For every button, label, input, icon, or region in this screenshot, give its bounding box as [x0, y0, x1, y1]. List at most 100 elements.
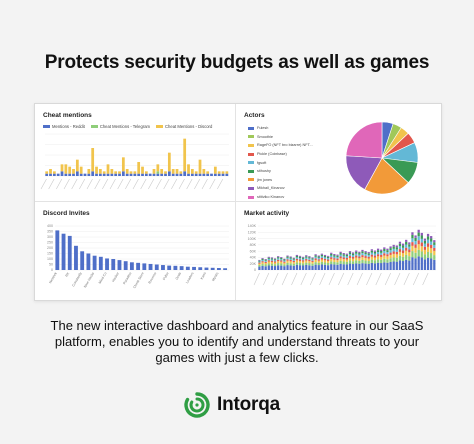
actor-legend-item[interactable]: RageFO (NFT bro bizarre) NFT...	[248, 141, 334, 150]
bar	[75, 171, 79, 176]
legend-item[interactable]: Mentions - Reddit	[43, 124, 85, 129]
legend-swatch	[248, 135, 254, 139]
bar-segment	[373, 255, 377, 258]
bar-segment	[367, 254, 370, 257]
x-tick-label: Nine Hacks	[83, 271, 95, 288]
bar	[190, 169, 194, 174]
bar-segment	[323, 258, 327, 261]
x-tick-mark	[375, 272, 382, 286]
bar-segment	[433, 259, 436, 270]
bar-segment	[330, 255, 333, 258]
bar-segment	[351, 261, 355, 265]
x-tick-mark	[328, 272, 335, 286]
bar-segment	[267, 257, 270, 259]
bar-segment	[327, 260, 330, 263]
bar-segment	[280, 258, 283, 260]
bar-segment	[398, 260, 402, 270]
bar-segment	[270, 265, 274, 270]
bar-segment	[289, 259, 292, 262]
bar	[198, 173, 202, 176]
bar	[102, 173, 106, 176]
cheat-mentions-title: Cheat mentions	[43, 112, 92, 119]
bar	[190, 173, 194, 176]
x-tick-mark	[319, 272, 326, 286]
bar-segment	[345, 264, 348, 270]
bar-segment	[317, 265, 320, 270]
bar-segment	[401, 247, 405, 251]
bar-segment	[370, 256, 373, 260]
bar-segment	[258, 262, 261, 264]
legend-item[interactable]: Cheat Mentions - Discord	[156, 124, 212, 129]
bar-segment	[351, 255, 355, 257]
x-tick-mark	[281, 272, 288, 286]
bar-segment	[364, 260, 367, 264]
actor-legend-item[interactable]: fgsoft	[248, 158, 334, 167]
bar-segment	[380, 263, 383, 270]
bar-segment	[376, 259, 380, 263]
x-tick-mark	[394, 272, 401, 286]
bar-segment	[258, 263, 261, 265]
bar	[98, 256, 103, 270]
bar	[95, 166, 98, 174]
actor-legend-item[interactable]: Smoothie	[248, 133, 334, 142]
bar	[79, 173, 83, 176]
bar-segment	[277, 259, 280, 262]
bar-segment	[358, 256, 361, 259]
bar-segment	[336, 257, 339, 259]
bar-segment	[386, 252, 389, 255]
actor-legend-item[interactable]: Fulesh	[248, 124, 334, 133]
bar-segment	[342, 257, 345, 260]
x-tick-label: Mystic	[211, 271, 219, 282]
bar-segment	[348, 263, 352, 270]
bar-segment	[398, 246, 402, 250]
bar-segment	[298, 260, 302, 263]
bar-segment	[323, 255, 327, 258]
bar-segment	[277, 265, 280, 270]
market-activity-chart: 0 20K 40K 60K 80K 100K 120K 140K	[248, 224, 436, 286]
actor-legend-item[interactable]: stitiviko Kinanov	[248, 193, 334, 202]
bar-segment	[376, 250, 380, 253]
bar-segment	[430, 238, 433, 242]
bar-segment	[333, 261, 336, 265]
bar-segment	[264, 261, 267, 263]
bar-segment	[273, 262, 277, 265]
bar	[64, 164, 68, 174]
bar-segment	[280, 257, 283, 259]
cheat-mentions-panel: Cheat mentions Mentions - Reddit Cheat Me…	[35, 104, 236, 202]
bar-segment	[411, 238, 414, 243]
x-tick-label: Constantly	[71, 271, 83, 287]
bar-segment	[370, 259, 373, 263]
actor-legend-item[interactable]: jim jones	[248, 176, 334, 185]
bar-segment	[351, 253, 355, 256]
legend-item[interactable]: Cheat Mentions - Telegram	[90, 124, 150, 129]
bar	[75, 159, 79, 172]
bar-segment	[286, 256, 289, 258]
bar-segment	[330, 253, 333, 256]
bar-segment	[330, 258, 333, 262]
bar	[56, 173, 60, 176]
bar-segment	[383, 250, 386, 254]
legend-swatch	[43, 125, 50, 128]
bar	[52, 171, 56, 174]
bar-segment	[336, 264, 339, 270]
bar	[121, 157, 125, 172]
bar	[102, 171, 106, 174]
x-tick-mark	[79, 178, 86, 190]
bar	[217, 173, 221, 176]
bar-segment	[289, 263, 292, 266]
actor-legend-item[interactable]: stihushy	[248, 167, 334, 176]
bar-segment	[373, 257, 377, 261]
bar-segment	[295, 254, 299, 256]
bar-segment	[345, 259, 348, 262]
actor-legend-item[interactable]: Pickle (Coinbase)	[248, 150, 334, 159]
bar-segment	[327, 255, 330, 257]
actor-legend-item[interactable]: Mikhail_Kinanov	[248, 184, 334, 193]
bar-segment	[345, 257, 348, 260]
bar	[105, 258, 109, 270]
bar-segment	[323, 260, 327, 263]
bar	[106, 173, 110, 176]
cheat-mentions-legend: Mentions - Reddit Cheat Mentions - Telegr…	[43, 124, 212, 129]
bar-segment	[283, 264, 286, 267]
bar	[98, 169, 102, 174]
bar-segment	[376, 248, 380, 251]
